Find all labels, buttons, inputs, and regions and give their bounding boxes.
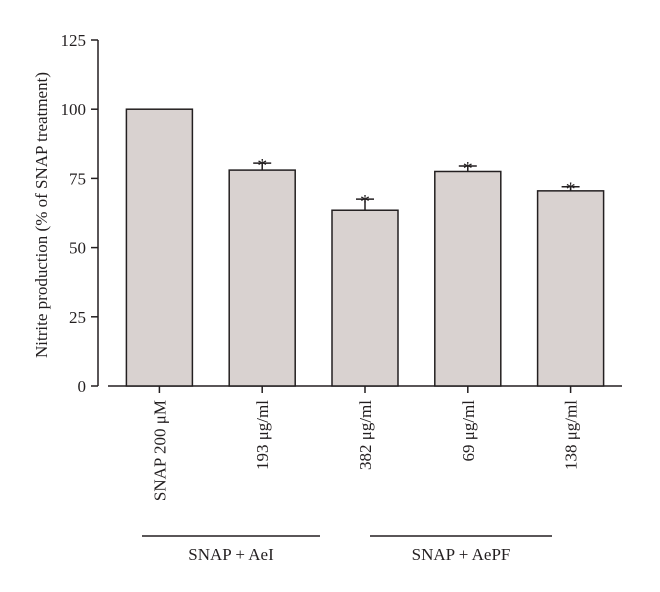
bar	[434, 170, 502, 387]
y-tick-label: 0	[78, 377, 87, 396]
y-tick-label: 25	[69, 308, 86, 327]
bar	[331, 209, 399, 387]
y-axis-title: Nitrite production (% of SNAP treatment)	[32, 72, 51, 358]
significance-marker: *	[257, 155, 267, 177]
group-label: SNAP + AePF	[412, 545, 511, 564]
x-tick-label: 138 μg/ml	[562, 400, 581, 470]
y-ticks: 0 25 50 75 100 125	[61, 31, 98, 396]
y-tick-label: 100	[61, 100, 87, 119]
x-tick-label: 69 μg/ml	[459, 400, 478, 462]
y-tick-label: 75	[69, 169, 86, 188]
bar	[125, 108, 194, 387]
x-tick-label: 382 μg/ml	[356, 400, 375, 470]
group-label: SNAP + AeI	[188, 545, 274, 564]
y-tick-label: 125	[61, 31, 87, 50]
significance-marker: *	[463, 158, 473, 180]
x-tick-labels: SNAP 200 μM 193 μg/ml 382 μg/ml 69 μg/ml 138…	[150, 386, 581, 501]
group-annotations: SNAP + AeI SNAP + AePF	[142, 535, 552, 564]
significance-marker: *	[566, 179, 576, 201]
bar	[536, 190, 605, 387]
y-tick-label: 50	[69, 239, 86, 258]
x-tick-label: SNAP 200 μM	[150, 400, 169, 501]
bars: * * * *	[125, 108, 605, 387]
bar	[228, 169, 296, 387]
x-tick-label: 193 μg/ml	[253, 400, 272, 470]
significance-marker: *	[360, 191, 370, 213]
y-axis: 0 25 50 75 100 125	[61, 31, 99, 396]
